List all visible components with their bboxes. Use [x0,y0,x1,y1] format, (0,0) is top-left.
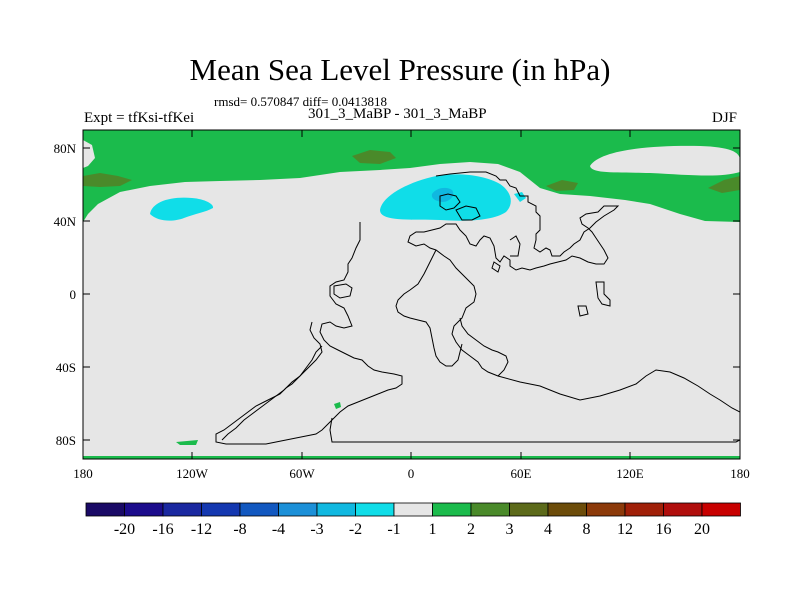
colorbar-label: -3 [310,521,323,538]
anomaly-region-positive-south-spot [334,402,341,409]
colorbar-box [278,502,318,517]
coastline-eastasia [509,235,521,257]
colorbar-label: 1 [429,521,437,538]
colorbar [85,502,741,517]
colorbar-label: 20 [694,521,710,538]
colorbar-box [701,502,741,517]
y-tick-label: 40S [56,360,76,375]
colorbar-box [124,502,164,517]
coastline-eurasia-africa [407,171,620,377]
anomaly-region-negative-small [514,192,526,202]
colorbar-box [239,502,279,517]
coastline-americas [215,222,403,445]
colorbar-label: -4 [272,521,285,538]
coastline-island-3 [577,305,589,317]
season-label: DJF [712,110,738,126]
colorbar-label: 16 [656,521,672,538]
colorbar-box [509,502,549,517]
anomaly-region-positive-3-east [546,180,578,191]
y-tick-labels: 80N 40N 0 40S 80S [54,141,77,448]
neutral-region-arctic-east [590,145,740,176]
x-tick-label: 0 [408,466,415,481]
colorbar-label: -12 [191,521,212,538]
x-tick-label: 60W [289,466,315,481]
stats-label: rmsd= 0.570847 diff= 0.0413818 [214,94,387,109]
colorbar-label: -1 [387,521,400,538]
y-tick-label: 80S [56,433,76,448]
coastline-australia [497,369,740,413]
colorbar-box [355,502,395,517]
x-tick-label: 120W [176,466,209,481]
anomaly-region-positive-antarctic-spot [176,440,198,445]
colorbar-box [393,502,433,517]
colorbar-box [85,502,125,517]
colorbar-box [432,502,472,517]
coastline-antarctica [329,417,740,443]
plot-title: Mean Sea Level Pressure (in hPa) [189,52,611,87]
colorbar-label: -2 [349,521,362,538]
colorbar-label: 3 [506,521,514,538]
experiment-label: Expt = tfKsi-tfKei [84,110,195,126]
colorbar-box [316,502,356,517]
colorbar-label: 12 [617,521,633,538]
coastlines [215,171,740,445]
colorbar-box [201,502,241,517]
y-axis-ticks [83,147,740,441]
coastline-greenland [439,193,461,211]
y-tick-label: 40N [54,214,77,229]
colorbar-label: -20 [114,521,135,538]
y-tick-label: 80N [54,141,77,156]
coastline-arabia [491,261,501,273]
anomaly-region-positive-3-west [83,173,132,187]
colorbar-label: 8 [583,521,591,538]
anomaly-region-positive-north [83,130,740,222]
x-axis-ticks [82,130,741,459]
coastline-africa-west [395,249,463,367]
x-tick-label: 120E [616,466,644,481]
x-tick-label: 180 [73,466,93,481]
coastline-island-1 [333,283,353,299]
anomaly-region-positive-3-fareast [708,176,740,193]
colorbar-label: -8 [233,521,246,538]
coastline-island-2 [595,281,611,307]
colorbar-box [162,502,202,517]
x-tick-label: 180 [730,466,750,481]
anomaly-region-positive-3-central [352,150,396,164]
colorbar-label: -16 [152,521,173,538]
runs-label: 301_3_MaBP - 301_3_MaBP [308,106,487,122]
x-tick-labels: 180 120W 60W 0 60E 120E 180 [73,466,750,481]
colorbar-box [470,502,510,517]
colorbar-label: 4 [544,521,552,538]
colorbar-box [663,502,703,517]
y-tick-label: 0 [70,287,77,302]
pressure-anomaly-fills [83,130,740,459]
anomaly-region-negative-pacific [150,197,214,221]
colorbar-labels: -20 -16 -12 -8 -4 -3 -2 -1 1 2 3 4 8 12 16 20 [114,521,710,538]
colorbar-label: 2 [467,521,475,538]
colorbar-box [586,502,626,517]
neutral-region-arctic-west [83,140,95,168]
coastline-scandinavia [455,205,481,221]
coastline-americas-inner [221,345,323,441]
colorbar-box [547,502,587,517]
x-tick-label: 60E [511,466,532,481]
colorbar-box [624,502,664,517]
